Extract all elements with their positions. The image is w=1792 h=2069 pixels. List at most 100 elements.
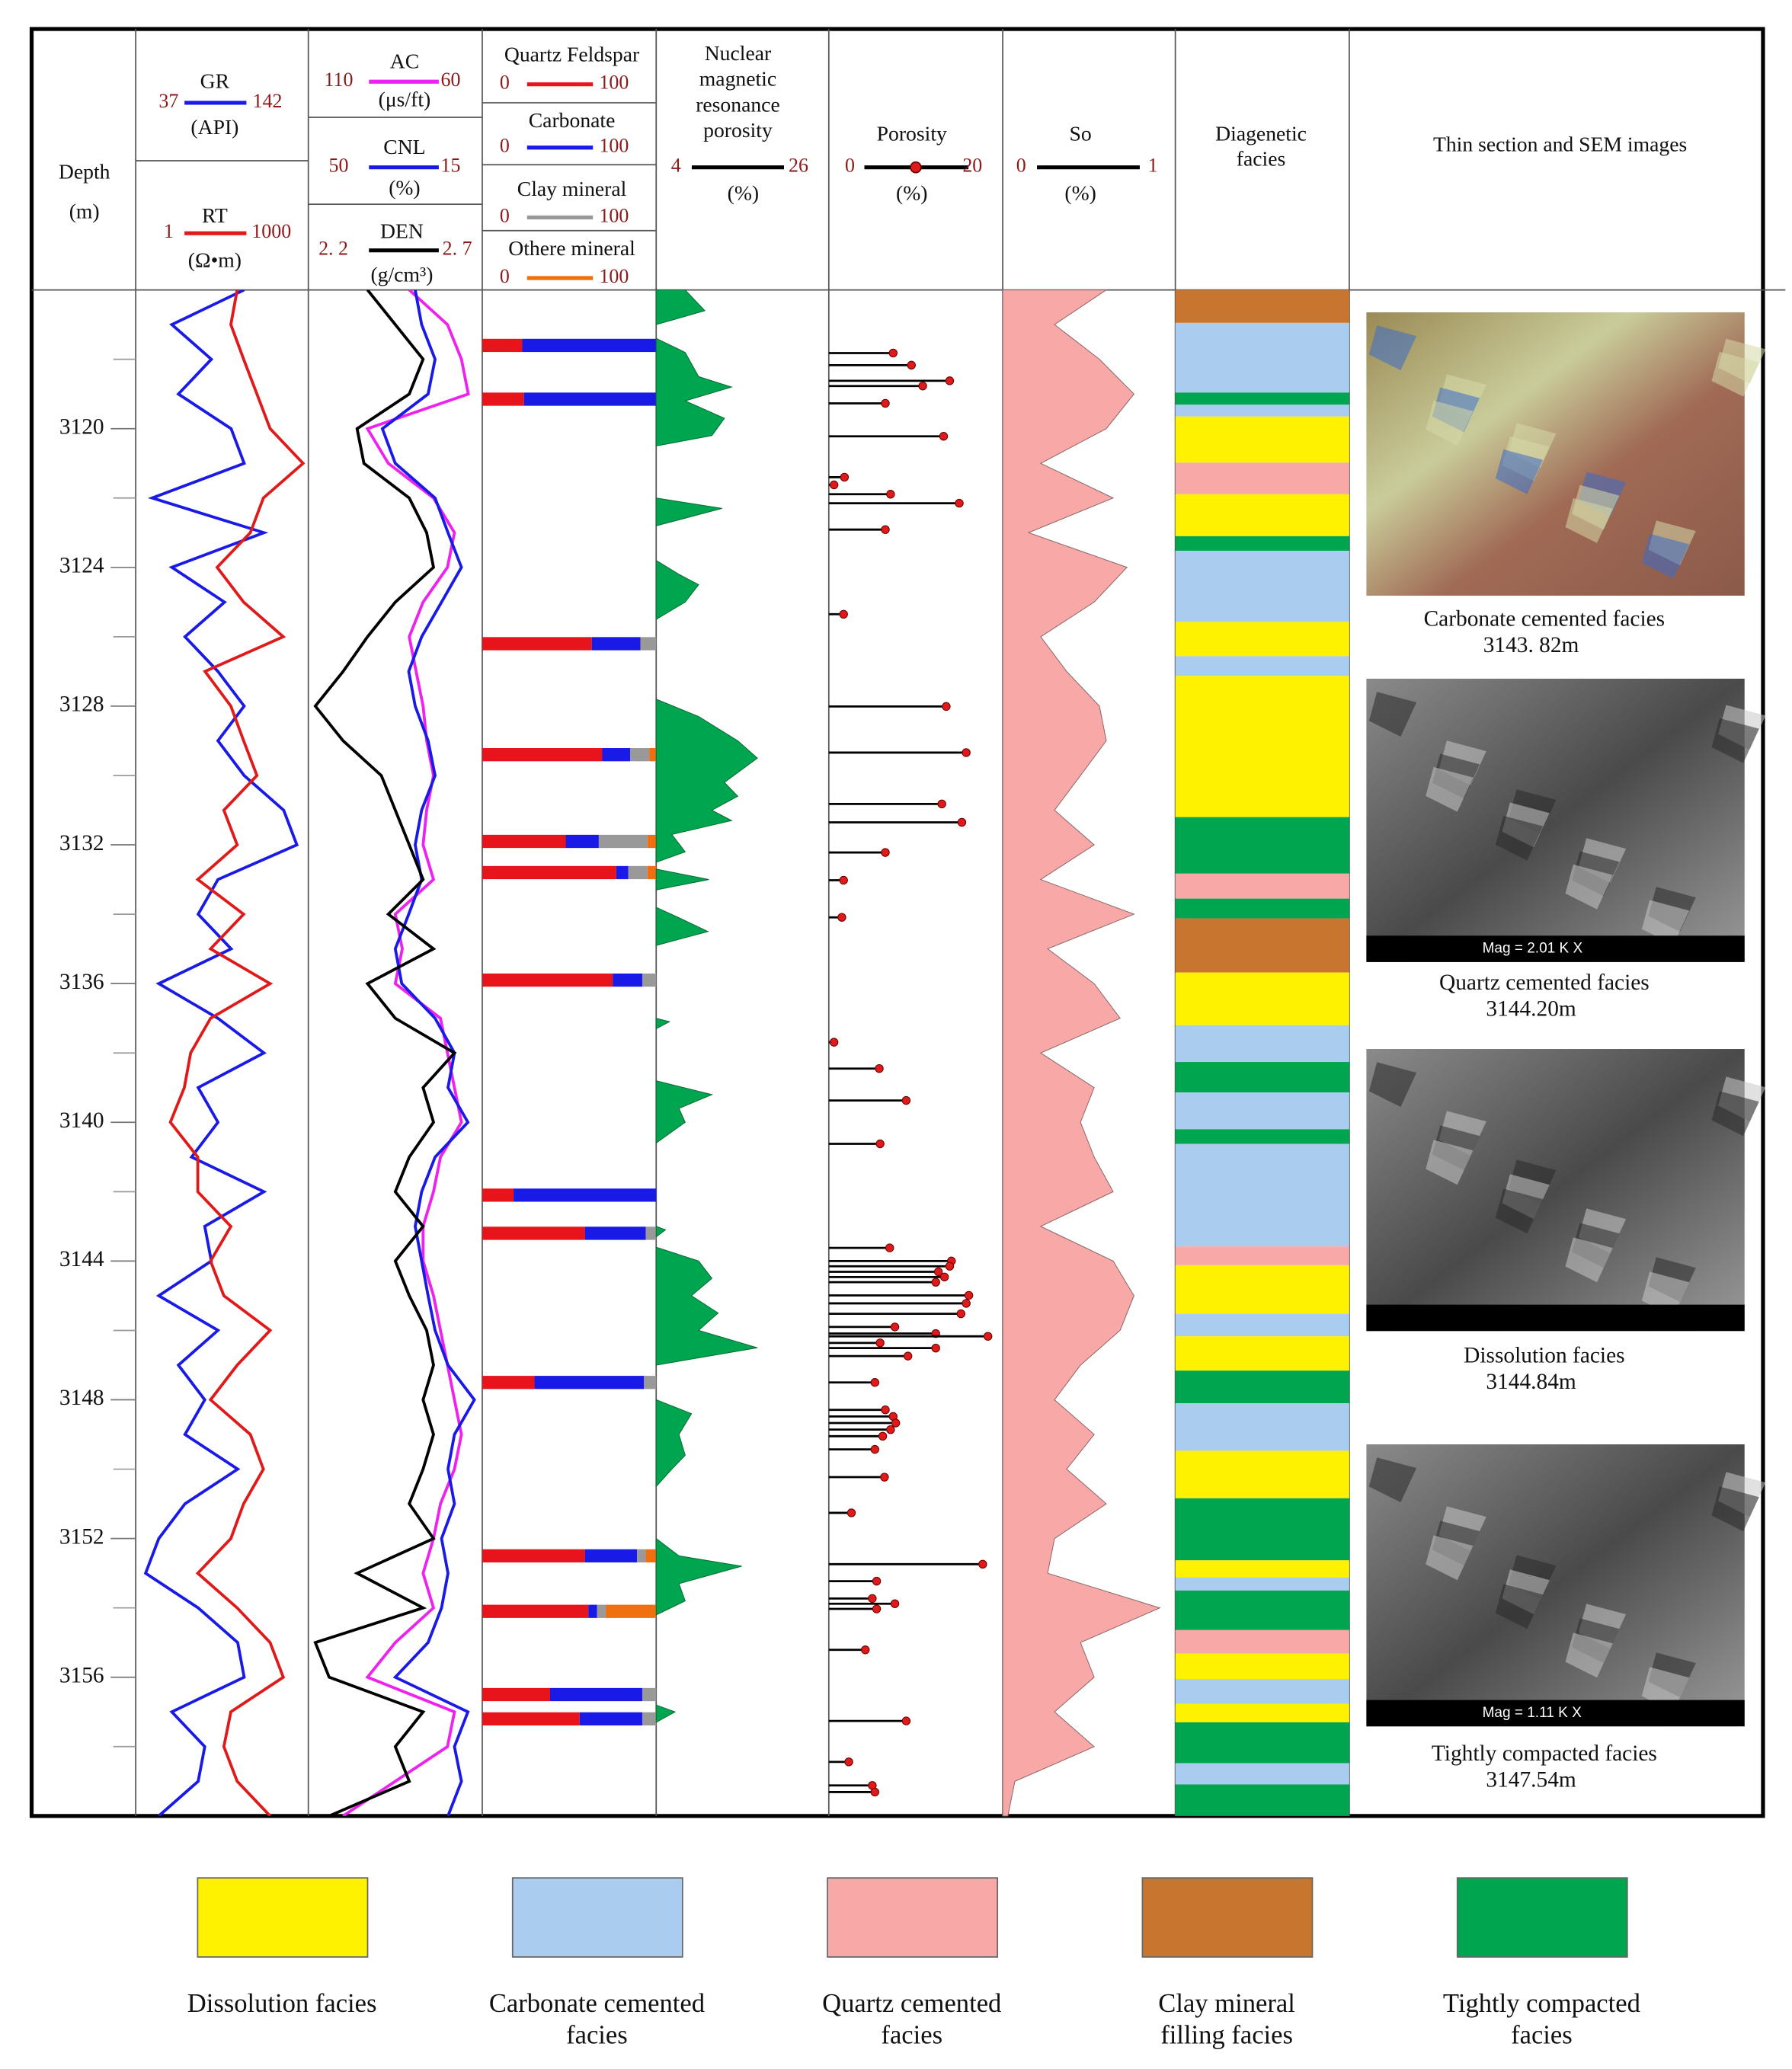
porosity-dot	[964, 1290, 974, 1300]
porosity-dot	[872, 1576, 882, 1586]
mineral-segment	[630, 748, 650, 762]
scale-max: 100	[599, 135, 629, 157]
texture	[1426, 1140, 1474, 1185]
facies-interval	[1175, 656, 1349, 676]
mineral-segment	[482, 1549, 585, 1563]
depth-label: 3128	[59, 692, 104, 717]
scale-min: 4	[671, 155, 681, 177]
facies-interval	[1175, 1129, 1349, 1144]
texture	[1426, 1535, 1474, 1581]
porosity-dot	[880, 1473, 889, 1482]
scale-band	[1366, 935, 1745, 962]
curve-name: AC	[390, 49, 419, 72]
depth-label: 3136	[59, 970, 104, 994]
image-depth: 3147.54m	[1486, 1768, 1576, 1792]
texture	[1565, 1632, 1613, 1678]
porosity-dot	[868, 1594, 877, 1604]
mineral-segment	[482, 1604, 589, 1618]
porosity-dot	[933, 1267, 943, 1277]
facies-title: facies	[1237, 146, 1285, 170]
mineral-segment	[606, 1604, 657, 1618]
porosity-dot	[875, 1063, 884, 1073]
porosity-dot	[829, 480, 839, 490]
mineral-segment	[645, 1549, 657, 1563]
facies-interval	[1175, 1498, 1349, 1561]
porosity-dot	[942, 702, 951, 712]
porosity-dot	[962, 748, 971, 757]
scale-max: 1000	[251, 220, 291, 242]
porosity-dot	[955, 498, 964, 508]
legend-label: Quartz cemented	[822, 1989, 1001, 2018]
log-curve	[168, 289, 306, 1816]
mineral-segment	[640, 637, 657, 651]
depth-label: 3152	[59, 1524, 104, 1549]
mineral-segment	[637, 1549, 646, 1563]
facies-interval	[1175, 898, 1349, 919]
porosity-dot	[888, 348, 898, 358]
mineral-segment	[482, 1376, 535, 1389]
mineral-segment	[642, 1687, 657, 1702]
mineral-segment	[647, 865, 657, 880]
scale-max: 100	[599, 265, 629, 287]
facies-interval	[1175, 1763, 1349, 1785]
texture	[1641, 900, 1690, 945]
scale-min: 0	[1016, 155, 1026, 177]
legend-label: filling facies	[1160, 2020, 1293, 2049]
porosity-dot	[881, 525, 890, 534]
depth-label: 3156	[59, 1663, 104, 1687]
facies-interval	[1175, 873, 1349, 899]
so-area	[1002, 289, 1161, 1817]
porosity-dot	[945, 1262, 955, 1271]
facies-interval	[1175, 676, 1349, 817]
porosity-dot	[891, 1418, 901, 1428]
texture	[1495, 1188, 1544, 1234]
facies-interval	[1175, 322, 1349, 393]
facies-interval	[1175, 1265, 1349, 1314]
legend-label: Clay mineral	[1158, 1989, 1295, 2018]
scale-max: 142	[253, 90, 283, 112]
porosity-dot	[844, 1757, 853, 1767]
scale-min: 2. 2	[318, 238, 348, 260]
legend-label: Carbonate cemented	[489, 1989, 705, 2018]
scale-max: 2. 7	[443, 238, 472, 260]
nmr-title: porosity	[703, 118, 773, 142]
legend-swatch	[1456, 1877, 1628, 1958]
texture	[1711, 351, 1759, 397]
facies-interval	[1175, 1784, 1349, 1816]
porosity-dot	[881, 1405, 890, 1415]
log-curve	[342, 289, 470, 1816]
mineral-name: Othere mineral	[508, 236, 635, 260]
porosity-dot	[839, 875, 848, 885]
mineral-segment	[598, 834, 648, 849]
mineral-segment	[616, 865, 629, 880]
mineral-segment	[482, 392, 524, 406]
facies-interval	[1175, 416, 1349, 463]
mineral-segment	[649, 748, 657, 762]
curve-name: GR	[200, 69, 230, 92]
legend-swatch	[827, 1877, 999, 1958]
legend-swatch	[1141, 1877, 1314, 1958]
frame	[29, 27, 1765, 1818]
mineral-segment	[588, 1604, 597, 1618]
depth-label: 3124	[59, 554, 104, 578]
scale-unit: (g/cm³)	[370, 263, 433, 286]
porosity-dot	[839, 609, 848, 619]
curve-name: CNL	[383, 135, 425, 158]
log-curve	[313, 289, 457, 1816]
image-caption: Dissolution facies	[1464, 1344, 1624, 1368]
facies-interval	[1175, 462, 1349, 494]
facies-interval	[1175, 1246, 1349, 1265]
texture	[1368, 1062, 1417, 1108]
texture	[1368, 692, 1417, 737]
mineral-segment	[482, 1188, 514, 1202]
facies-interval	[1175, 1370, 1349, 1404]
scale-unit: (%)	[728, 181, 759, 204]
scale-min: 0	[500, 135, 510, 157]
porosity-dot	[840, 472, 850, 482]
scale-min: 0	[500, 72, 510, 94]
mineral-segment	[579, 1712, 642, 1726]
facies-interval	[1175, 1722, 1349, 1764]
texture	[1426, 766, 1474, 812]
scale-min: 37	[158, 90, 178, 112]
facies-interval	[1175, 1062, 1349, 1093]
